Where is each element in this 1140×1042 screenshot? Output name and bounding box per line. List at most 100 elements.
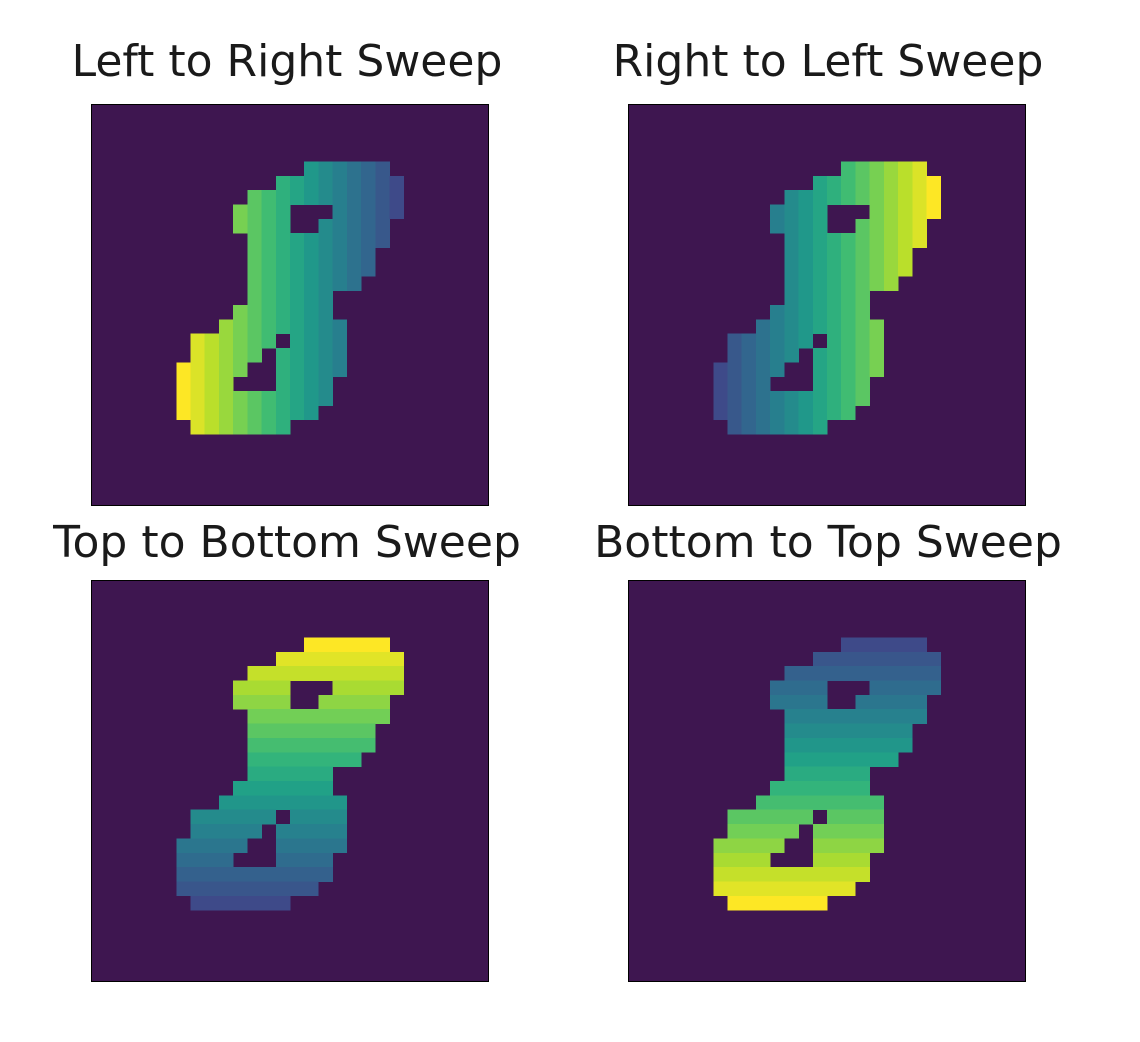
heatmap-cell xyxy=(275,290,291,306)
heatmap-cell xyxy=(869,752,885,767)
heatmap-cell xyxy=(812,247,828,263)
heatmap-cell xyxy=(332,218,348,234)
heatmap-cell xyxy=(275,247,291,263)
heatmap-cell xyxy=(869,333,885,349)
heatmap-cell xyxy=(784,333,799,349)
heatmap-cell xyxy=(883,247,899,263)
heatmap-cell xyxy=(190,376,205,392)
heatmap-cell xyxy=(304,723,319,739)
heatmap-cell xyxy=(318,333,333,349)
heatmap-cell xyxy=(855,809,870,825)
heatmap-cell xyxy=(275,680,291,696)
heatmap-cell xyxy=(727,838,742,854)
heatmap-cell xyxy=(346,694,362,710)
heatmap-cell xyxy=(247,867,262,882)
heatmap-cell xyxy=(233,680,248,696)
heatmap-cell xyxy=(304,752,319,767)
heatmap-cell xyxy=(290,881,305,897)
heatmap-cell xyxy=(290,766,305,782)
heatmap-cell xyxy=(926,190,941,205)
heatmap-cell xyxy=(332,651,348,667)
heatmap-cell xyxy=(827,651,842,667)
heatmap-cell xyxy=(290,752,305,767)
heatmap-cell xyxy=(883,261,899,277)
heatmap-cell xyxy=(812,261,828,277)
heatmap-cell xyxy=(770,333,785,349)
heatmap-cell xyxy=(261,694,277,710)
heatmap-cell xyxy=(375,161,390,177)
heatmap-cell xyxy=(869,651,885,667)
heatmap-cell xyxy=(812,737,828,753)
heatmap-cell xyxy=(841,290,856,306)
heatmap-cell xyxy=(247,276,262,291)
heatmap-cell xyxy=(841,190,856,205)
heatmap-cell xyxy=(361,694,376,710)
heatmap-cell xyxy=(261,218,277,234)
heatmap-cell xyxy=(332,752,348,767)
heatmap-cell xyxy=(247,218,262,234)
heatmap-cell xyxy=(261,391,277,406)
heatmap-cell xyxy=(869,190,885,205)
heatmap-cell xyxy=(912,175,927,191)
heatmap-cell xyxy=(827,838,842,854)
heatmap-cell xyxy=(798,190,814,205)
heatmap-cell xyxy=(869,319,885,335)
heatmap-cell xyxy=(784,737,799,753)
heatmap-cell xyxy=(841,391,856,406)
heatmap-cell xyxy=(304,276,319,291)
heatmap-cell xyxy=(375,190,390,205)
heatmap-cell xyxy=(869,637,885,653)
heatmap-cell xyxy=(176,867,191,882)
heatmap-cell xyxy=(247,795,262,811)
heatmap-cell xyxy=(798,419,814,435)
heatmap-cell xyxy=(233,218,248,234)
heatmap-cell xyxy=(304,709,319,724)
heatmap-cell xyxy=(741,895,757,911)
heatmap-cell xyxy=(346,190,362,205)
heatmap-cell xyxy=(841,852,856,868)
heatmap-cell xyxy=(204,809,220,825)
heatmap-cell xyxy=(727,809,742,825)
heatmap-cell xyxy=(727,881,742,897)
heatmap-cell xyxy=(375,651,390,667)
heatmap-cell xyxy=(218,319,234,335)
heatmap-cell xyxy=(812,867,828,882)
heatmap-cell xyxy=(812,881,828,897)
heatmap-cell xyxy=(869,824,885,839)
heatmap-cell xyxy=(741,391,757,406)
heatmap-cell xyxy=(261,723,277,739)
heatmap-cell xyxy=(275,651,291,667)
heatmap-cell xyxy=(798,247,814,263)
heatmap-cell xyxy=(218,419,234,435)
heatmap-cell xyxy=(741,362,757,378)
heatmap-cell xyxy=(869,218,885,234)
heatmap-cell xyxy=(827,376,842,392)
heatmap-cell xyxy=(304,247,319,263)
heatmap-cell xyxy=(361,175,376,191)
heatmap-cell xyxy=(883,694,899,710)
heatmap-cell xyxy=(841,276,856,291)
heatmap-cell xyxy=(275,852,291,868)
heatmap-cell xyxy=(290,190,305,205)
heatmap-cell xyxy=(898,233,913,248)
heatmap-cell xyxy=(375,709,390,724)
heatmap-cell xyxy=(841,261,856,277)
heatmap-cell xyxy=(755,391,771,406)
heatmap-cell xyxy=(318,247,333,263)
heatmap-frame xyxy=(628,104,1026,506)
heatmap-cell xyxy=(247,290,262,306)
heatmap-cell xyxy=(375,694,390,710)
heatmap-cell xyxy=(898,680,913,696)
heatmap-cell xyxy=(233,319,248,335)
heatmap-cell xyxy=(798,766,814,782)
heatmap-cell xyxy=(233,809,248,825)
heatmap-cell xyxy=(755,419,771,435)
heatmap-cell xyxy=(361,233,376,248)
heatmap-cell xyxy=(275,781,291,796)
heatmap-cell xyxy=(841,305,856,320)
heatmap-cell xyxy=(361,204,376,220)
heatmap-bottom-to-top xyxy=(628,580,1026,982)
heatmap-cell xyxy=(247,781,262,796)
heatmap-cell xyxy=(926,204,941,220)
heatmap-cell xyxy=(247,233,262,248)
